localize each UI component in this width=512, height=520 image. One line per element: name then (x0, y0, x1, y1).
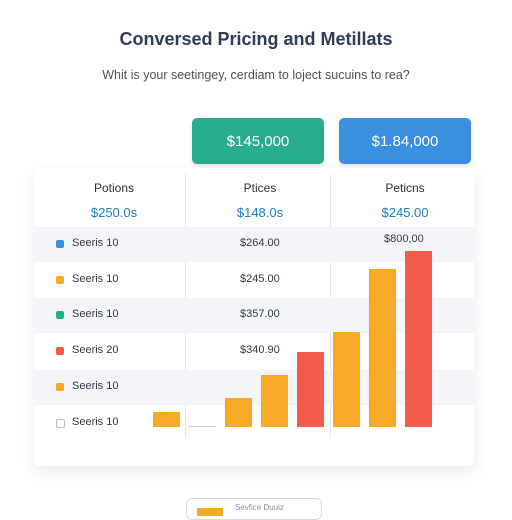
series-swatch-icon (56, 419, 65, 428)
chart-bar (369, 269, 396, 427)
page-title: Conversed Pricing and Metillats (119, 29, 393, 49)
legend-swatch-icon (197, 508, 223, 516)
column-header: Potions (93, 181, 135, 195)
column-price: $245.00 (381, 205, 429, 220)
row-value: $340.90 (240, 344, 280, 356)
chart-bar (333, 332, 360, 427)
column-price: $148.0s (236, 205, 284, 220)
row-label: Seeris 10 (72, 273, 119, 285)
table-row[interactable]: Seeris 10 $357.00 (34, 298, 474, 333)
table-row[interactable]: Seeris 20 $340.90 (34, 334, 474, 369)
column-price: $250.0s (90, 205, 138, 220)
chart-baseline (189, 426, 216, 427)
column-header: Ptices (243, 181, 277, 195)
table-row[interactable]: Seeris 10 $245.00 (34, 263, 474, 298)
chart-legend: Sevfice Duuiz (186, 498, 322, 520)
price-button-primary[interactable]: $145,000 (192, 118, 324, 164)
chart-bar (153, 412, 180, 427)
chart-bar (225, 398, 252, 427)
row-value: $245.00 (240, 273, 280, 285)
row-value: $264.00 (240, 237, 280, 249)
chart-bar (261, 375, 288, 427)
series-swatch-icon (56, 276, 64, 284)
table-row[interactable]: Seeris 10 (34, 370, 474, 405)
chart-bar (297, 352, 324, 427)
row-value: $357.00 (240, 308, 280, 320)
legend-label: Sevfice Duuiz (235, 503, 284, 512)
series-swatch-icon (56, 383, 64, 391)
table-row[interactable]: Seeris 10 (34, 406, 474, 441)
page-subtitle: Whit is your seetingey, cerdiam to lojec… (102, 68, 410, 82)
column-header: Peticns (385, 181, 425, 195)
row-label: Seeris 10 (72, 416, 119, 428)
table-row[interactable]: Seeris 10 $264.00 $800,00 (34, 227, 474, 262)
price-button-secondary[interactable]: $1.84,000 (339, 118, 471, 164)
chart-bar (405, 251, 432, 427)
row-extra-value: $800,00 (384, 233, 424, 245)
row-label: Seeris 10 (72, 308, 119, 320)
row-label: Seeris 10 (72, 380, 119, 392)
series-swatch-icon (56, 311, 64, 319)
series-swatch-icon (56, 347, 64, 355)
series-swatch-icon (56, 240, 64, 248)
row-label: Seeris 10 (72, 237, 119, 249)
row-label: Seeris 20 (72, 344, 119, 356)
